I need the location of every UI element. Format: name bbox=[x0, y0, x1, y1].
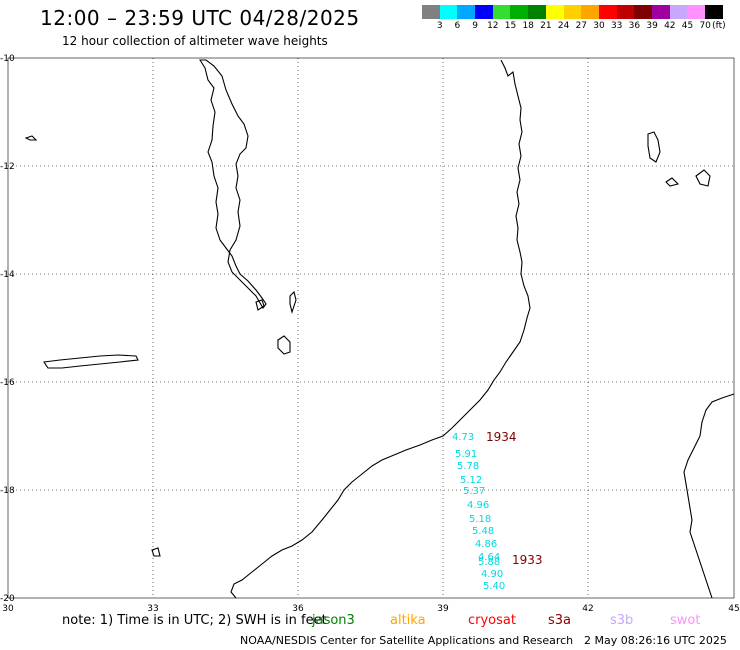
map-grid bbox=[8, 58, 734, 598]
latitude-tick-labels: -10 -12 -14 -16 -18 -20 bbox=[0, 54, 15, 604]
legend-label: 30 bbox=[593, 21, 605, 31]
legend-label: 12 bbox=[487, 21, 499, 31]
legend-label: 45 bbox=[681, 21, 694, 31]
legend-label: 6 bbox=[454, 21, 461, 31]
footer-timestamp: 2 May 08:26:16 UTC 2025 bbox=[584, 634, 727, 647]
chart-title: 12:00 – 23:59 UTC 04/28/2025 bbox=[40, 6, 360, 30]
map-frame bbox=[7, 57, 735, 599]
legend-swatch bbox=[545, 5, 564, 19]
satellite-label: cryosat bbox=[468, 613, 516, 628]
legend-swatch bbox=[475, 5, 493, 19]
wave-height-value: 4.86 bbox=[475, 539, 497, 550]
color-legend-labels: 3 6 9 12 15 18 21 24 27 30 33 36 39 42 45 70 (ft) bbox=[422, 21, 740, 33]
comoros-island-small bbox=[695, 169, 711, 187]
legend-label: 3 bbox=[436, 21, 443, 31]
latitude-tick-label: -18 bbox=[0, 486, 15, 496]
legend-swatch bbox=[457, 5, 476, 19]
pass-time-label: 1933 bbox=[512, 553, 543, 567]
latitude-tick-label: -12 bbox=[0, 162, 15, 172]
longitude-tick-label: 45 bbox=[728, 604, 739, 614]
legend-swatch bbox=[687, 5, 705, 19]
footer-credit: NOAA/NESDIS Center for Satellite Applica… bbox=[240, 634, 574, 647]
madagascar-coastline bbox=[683, 393, 735, 599]
legend-label: 24 bbox=[557, 21, 570, 31]
mozambique-coastline bbox=[230, 59, 531, 599]
wave-height-value: 5.88 bbox=[478, 557, 500, 568]
legend-label: 33 bbox=[610, 21, 623, 31]
longitude-tick-labels: 30 33 36 39 42 45 bbox=[2, 604, 739, 614]
legend-swatch bbox=[598, 5, 617, 19]
wave-height-readings: 4.73 5.915.78 5.125.37 4.96 5.185.48 4.86 4.64… bbox=[452, 432, 505, 592]
wave-height-value: 5.78 bbox=[457, 461, 479, 472]
satellite-label: s3a bbox=[548, 613, 572, 628]
comoros-island bbox=[647, 131, 661, 163]
legend-label: 27 bbox=[575, 21, 588, 31]
legend-label: 70 bbox=[699, 21, 711, 31]
satellite-label: altika bbox=[390, 613, 426, 628]
color-legend bbox=[422, 5, 723, 19]
legend-label: 9 bbox=[472, 21, 478, 31]
lake-chiuta-outline bbox=[289, 290, 297, 314]
legend-label: 36 bbox=[628, 21, 641, 31]
wave-height-value: 5.40 bbox=[483, 581, 505, 592]
longitude-tick-label: 39 bbox=[437, 604, 449, 614]
legend-swatch bbox=[651, 5, 670, 19]
latitude-tick-label: -16 bbox=[0, 378, 15, 388]
legend-swatch bbox=[634, 5, 652, 19]
pass-labels: 1934 1933 bbox=[486, 430, 543, 567]
chart-subtitle: 12 hour collection of altimeter wave hei… bbox=[62, 34, 328, 48]
legend-swatch bbox=[439, 5, 458, 19]
legend-swatch bbox=[563, 5, 582, 19]
wave-height-value: 4.64 bbox=[478, 552, 500, 563]
satellite-label: swot bbox=[670, 613, 701, 628]
satellite-label: s3b bbox=[610, 613, 634, 628]
comoros-island-tiny bbox=[665, 177, 680, 187]
lake-malawi-outline bbox=[199, 59, 267, 309]
longitude-tick-label: 42 bbox=[582, 604, 593, 614]
legend-label: 15 bbox=[504, 21, 517, 31]
legend-swatch bbox=[422, 5, 440, 19]
legend-swatch bbox=[510, 5, 529, 19]
lake-tanganyika-fragment bbox=[24, 135, 38, 141]
legend-swatch bbox=[616, 5, 635, 19]
wave-height-value: 5.91 bbox=[455, 449, 477, 460]
wave-height-value: 5.48 bbox=[472, 526, 494, 537]
legend-swatch bbox=[492, 5, 511, 19]
small-lake-outline-2 bbox=[151, 547, 161, 557]
legend-label: (ft) bbox=[712, 21, 726, 31]
wave-height-value: 5.37 bbox=[463, 486, 485, 497]
note-text: note: 1) Time is in UTC; 2) SWH is in fe… bbox=[62, 613, 327, 628]
legend-swatch bbox=[581, 5, 599, 19]
wave-height-value: 4.73 bbox=[452, 432, 474, 443]
legend-label: 21 bbox=[540, 21, 552, 31]
latitude-tick-label: -20 bbox=[0, 594, 15, 604]
wave-height-value: 5.12 bbox=[460, 475, 482, 486]
latitude-tick-label: -14 bbox=[0, 270, 15, 280]
longitude-tick-label: 36 bbox=[292, 604, 304, 614]
satellite-label: jason3 bbox=[312, 613, 355, 628]
wave-height-value: 4.96 bbox=[467, 500, 489, 511]
pass-time-label: 1934 bbox=[486, 430, 517, 444]
lake-chilwa-outline bbox=[277, 335, 291, 355]
lake-kariba-outline bbox=[43, 354, 139, 369]
small-lake-outline bbox=[255, 299, 265, 311]
wave-height-value: 5.18 bbox=[469, 514, 491, 525]
wave-height-value: 4.90 bbox=[481, 569, 503, 580]
legend-swatch bbox=[669, 5, 688, 19]
legend-label: 39 bbox=[646, 21, 658, 31]
coastlines bbox=[24, 59, 735, 599]
latitude-tick-label: -10 bbox=[0, 54, 15, 64]
legend-swatch bbox=[528, 5, 546, 19]
legend-swatch bbox=[705, 5, 723, 19]
legend-label: 18 bbox=[522, 21, 534, 31]
longitude-tick-label: 33 bbox=[147, 604, 158, 614]
legend-label: 42 bbox=[664, 21, 676, 31]
longitude-tick-label: 30 bbox=[2, 604, 14, 614]
